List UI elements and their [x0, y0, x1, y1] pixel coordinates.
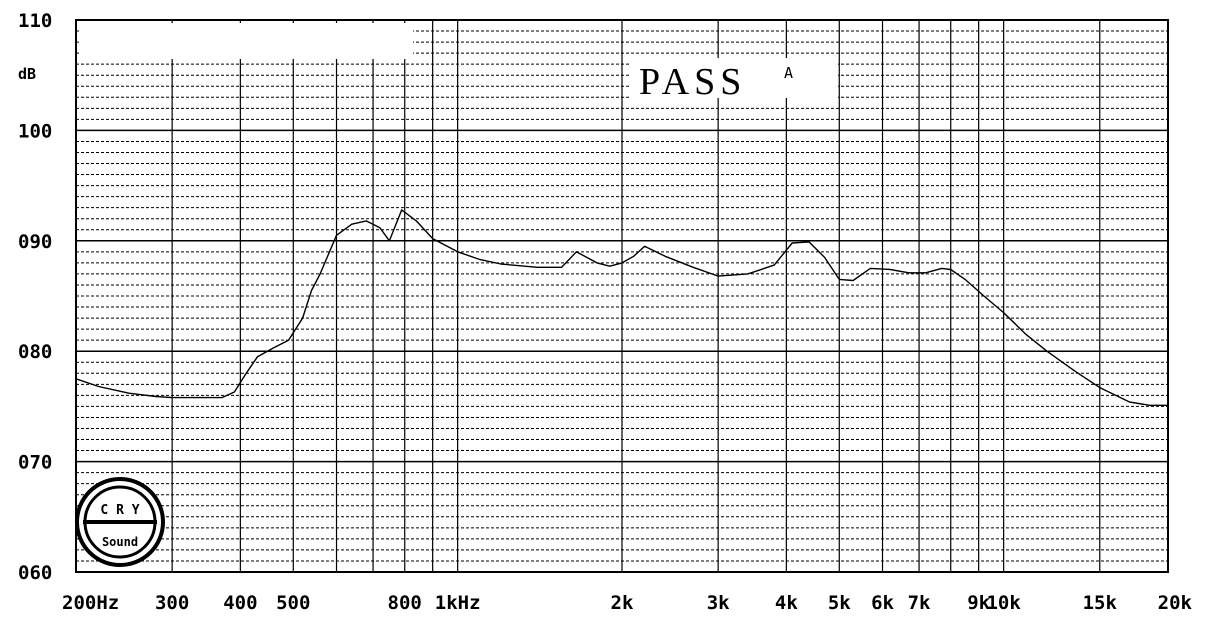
y-tick-label: 060	[18, 562, 52, 584]
y-tick-label: 070	[18, 452, 52, 474]
upper-left-blank-region	[80, 23, 413, 59]
logo-top-text: C R Y	[100, 503, 139, 518]
plot-frame	[75, 19, 1169, 573]
y-axis-unit-label: dB	[18, 65, 36, 83]
frequency-response-curve	[75, 209, 1168, 406]
pass-label-background	[630, 58, 838, 98]
y-tick-label: 100	[18, 120, 52, 142]
response-curve-group	[75, 209, 1168, 406]
x-tick-label: 20k	[1158, 592, 1193, 614]
y-tick-label: 110	[18, 10, 52, 32]
x-tick-label: 4k	[775, 592, 798, 614]
x-tick-label: 6k	[871, 592, 894, 614]
x-tick-label: 500	[276, 592, 310, 614]
x-tick-label: 7k	[908, 592, 931, 614]
x-tick-label: 10k	[986, 592, 1021, 614]
y-tick-label: 080	[18, 341, 52, 363]
pass-annotation: PASS	[639, 61, 746, 103]
logo-bottom-text: Sound	[102, 535, 138, 549]
x-tick-label: 400	[223, 592, 257, 614]
y-tick-label: 090	[18, 231, 52, 253]
x-tick-label: 300	[155, 592, 189, 614]
x-tick-label: 5k	[828, 592, 851, 614]
x-tick-label: 9k	[967, 592, 990, 614]
x-tick-label: 1kHz	[435, 592, 481, 614]
y-tick-labels: 110 100 090 080 070 060	[18, 10, 52, 584]
x-tick-label: 200Hz	[62, 592, 119, 614]
x-tick-label: 15k	[1083, 592, 1118, 614]
plot-grid	[76, 19, 1168, 573]
cry-sound-logo: C R Y Sound	[75, 477, 165, 567]
x-tick-label: 2k	[611, 592, 634, 614]
pass-annotation-superscript: A	[784, 64, 793, 82]
x-tick-label: 800	[388, 592, 422, 614]
x-tick-label: 3k	[707, 592, 730, 614]
